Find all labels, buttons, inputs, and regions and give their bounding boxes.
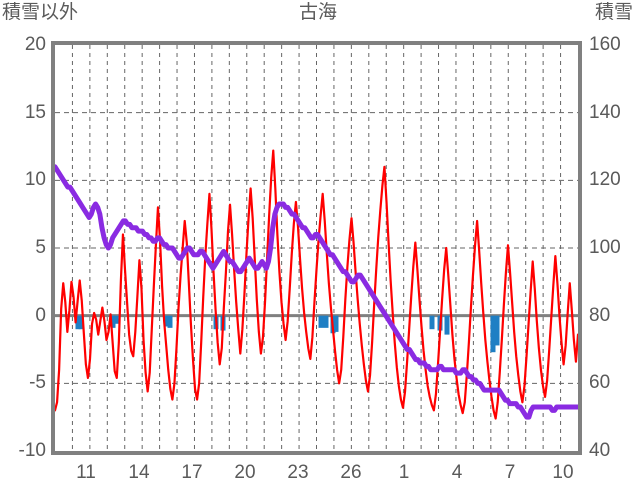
x-tick-7: 7 <box>504 462 516 483</box>
right-axis-caption: 積雪 <box>594 2 633 23</box>
x-tick-23: 23 <box>287 462 309 483</box>
left-tick-0: 0 <box>35 304 46 326</box>
precip-bar-2 <box>110 315 116 328</box>
plot-area <box>51 41 582 455</box>
right-tick-160: 160 <box>589 34 621 55</box>
x-tick-20: 20 <box>234 462 256 483</box>
x-tick-11: 11 <box>76 462 96 483</box>
chart-title: 古海 <box>298 2 337 23</box>
precip-bar-3 <box>113 315 119 324</box>
precip-bar-1 <box>78 315 84 330</box>
series-line-snow-depth <box>55 164 578 420</box>
left-tick--5: -5 <box>29 372 46 394</box>
right-tick-140: 140 <box>589 101 621 123</box>
left-tick-5: 5 <box>35 237 46 258</box>
precip-bar-15 <box>490 315 496 353</box>
x-tick-10: 10 <box>552 462 574 483</box>
precip-bar-14 <box>444 315 450 335</box>
precip-bar-4 <box>163 315 169 327</box>
right-tick-100: 100 <box>589 237 621 258</box>
x-tick-4: 4 <box>451 462 463 483</box>
right-tick-80: 80 <box>589 304 611 326</box>
precip-bar-12 <box>429 315 435 330</box>
precip-bar-0 <box>75 315 81 330</box>
precip-bar-8 <box>318 315 324 328</box>
left-tick-15: 15 <box>24 101 46 123</box>
plot-inner <box>55 45 578 451</box>
x-tick-26: 26 <box>340 462 362 483</box>
left-axis-caption: 積雪以外 <box>2 2 79 23</box>
precip-bar-9 <box>323 315 329 328</box>
left-tick-20: 20 <box>24 34 46 55</box>
right-tick-120: 120 <box>589 169 621 191</box>
x-tick-17: 17 <box>181 462 203 483</box>
precip-bar-11 <box>333 315 339 332</box>
precip-bar-16 <box>494 315 500 346</box>
x-tick-1: 1 <box>398 462 410 483</box>
precip-bar-5 <box>167 315 173 328</box>
plot-svg <box>55 45 578 451</box>
left-tick--10: -10 <box>18 440 46 461</box>
right-tick-60: 60 <box>589 372 611 394</box>
left-tick-10: 10 <box>24 169 46 191</box>
x-tick-14: 14 <box>128 462 150 483</box>
right-tick-40: 40 <box>589 440 611 461</box>
